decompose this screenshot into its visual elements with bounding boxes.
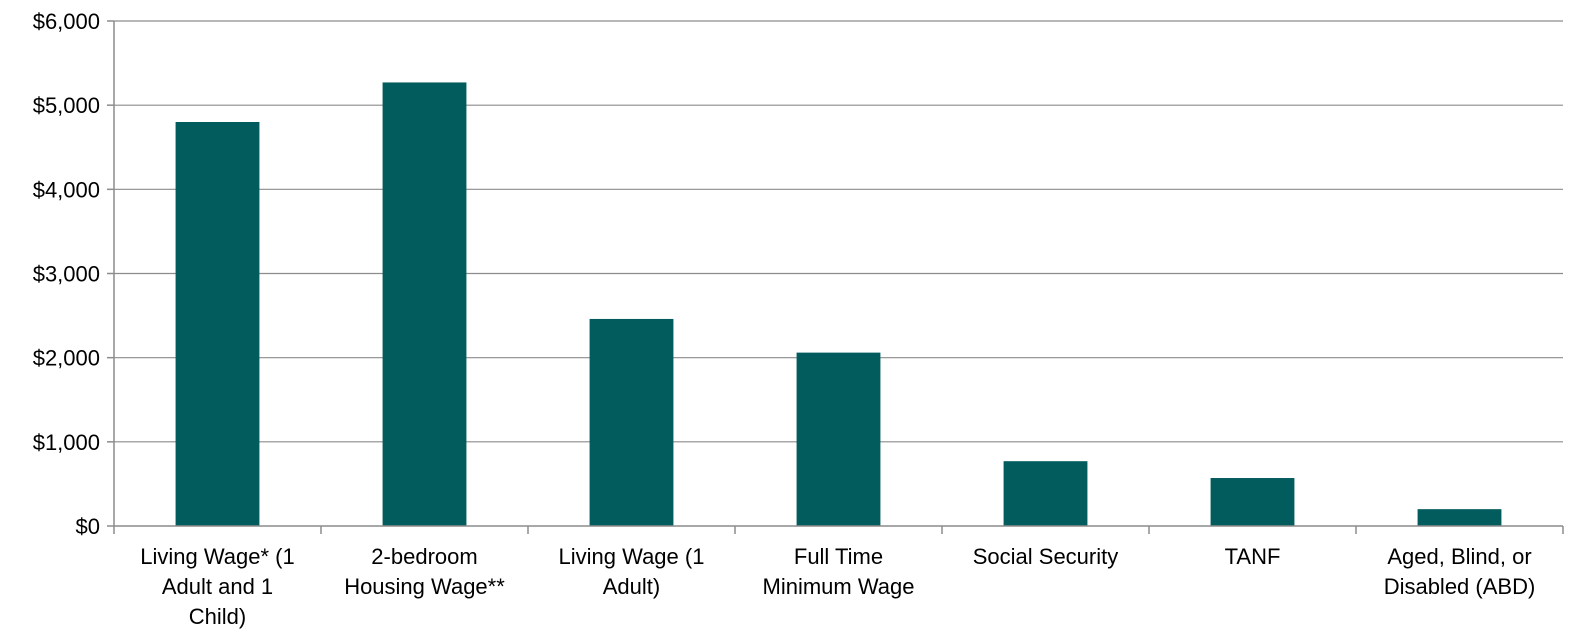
x-axis-category-labels: Living Wage* (1 Adult and 1 Child) 2-bedroo…: [140, 544, 1535, 629]
bar: [1210, 478, 1295, 526]
y-tick-label: $5,000: [33, 93, 100, 118]
y-tick-label: $1,000: [33, 430, 100, 455]
y-axis-tick-labels: $0 $1,000 $2,000 $3,000 $4,000 $5,000 $6,000: [33, 9, 100, 539]
y-tick-label: $6,000: [33, 9, 100, 34]
bar: [1003, 461, 1088, 526]
x-category-label: TANF: [1225, 544, 1281, 569]
bars: [175, 82, 1502, 527]
gridlines: [114, 20, 1563, 443]
bar: [796, 352, 881, 526]
bar: [1417, 509, 1502, 526]
y-tick-label: $0: [76, 514, 100, 539]
bar: [382, 82, 467, 527]
x-category-label: Social Security: [973, 544, 1119, 569]
axes: [107, 20, 1564, 534]
x-category-label: Aged, Blind, or Disabled (ABD): [1384, 544, 1536, 599]
x-category-label: Living Wage* (1 Adult and 1 Child): [140, 544, 294, 629]
x-category-label: Full Time Minimum Wage: [763, 544, 915, 599]
y-tick-label: $3,000: [33, 262, 100, 287]
y-tick-label: $2,000: [33, 346, 100, 371]
bar: [589, 318, 674, 526]
x-category-label: 2-bedroom Housing Wage**: [344, 544, 505, 599]
bar: [175, 122, 260, 526]
y-tick-label: $4,000: [33, 177, 100, 202]
x-category-label: Living Wage (1 Adult): [559, 544, 705, 599]
